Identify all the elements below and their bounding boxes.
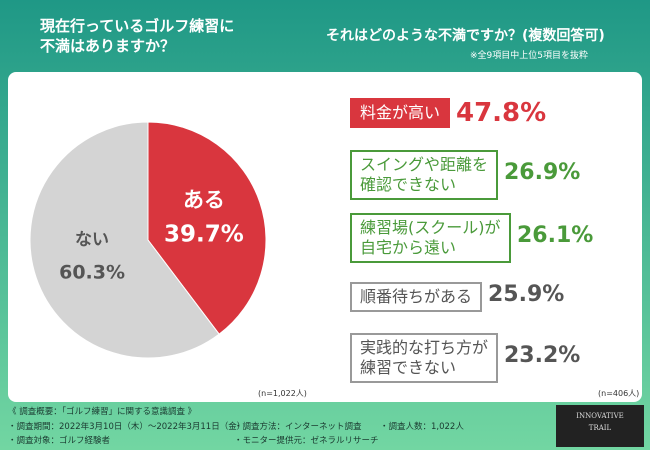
footer-line: ・調査期間：2022年3月10日（木）～2022年3月11日（金） bbox=[8, 422, 246, 432]
footer-line: ・調査方法：インターネット調査 bbox=[234, 422, 362, 432]
ranking-item: 実践的な打ち方が 練習できない bbox=[350, 333, 499, 383]
left-title: 現在行っているゴルフ練習に 不満はありますか？ bbox=[40, 17, 235, 55]
ranking-value: 26.1% bbox=[517, 223, 594, 248]
ranking-value: 26.9% bbox=[504, 160, 581, 185]
ranking-value: 47.8% bbox=[456, 98, 547, 128]
slice-value: 60.3% bbox=[59, 261, 125, 283]
footer-line: 《 調査概要：「ゴルフ練習」に関する意識調査 》 bbox=[8, 407, 197, 417]
right-title: それはどのような不満ですか？(複数回答可) bbox=[326, 28, 605, 44]
logo: INNOVATIVE TRAIL bbox=[576, 412, 624, 432]
pie-slice bbox=[147, 121, 267, 335]
pie-slice bbox=[29, 121, 220, 359]
ranking-item: 練習場(スクール)が 自宅から遠い bbox=[350, 213, 511, 263]
ranking-item: 順番待ちがある bbox=[350, 282, 483, 312]
slice-label: ない bbox=[75, 230, 109, 250]
ranking-note: (n=406人) bbox=[598, 389, 640, 398]
ranking-value: 23.2% bbox=[504, 343, 581, 368]
slice-label: ある bbox=[183, 188, 225, 212]
slice-value: 39.7% bbox=[164, 222, 244, 248]
pie-note: (n=1,022人) bbox=[258, 389, 307, 398]
right-note: ※全9項目中上位5項目を抜粋 bbox=[470, 51, 588, 61]
ranking-value: 25.9% bbox=[488, 282, 565, 307]
footer-line: ・調査対象：ゴルフ経験者 bbox=[8, 436, 111, 446]
ranking-item: スイングや距離を 確認できない bbox=[350, 150, 499, 200]
footer-line: ・モニター提供元：ゼネラルリサーチ bbox=[234, 436, 379, 446]
logo-box bbox=[556, 405, 644, 447]
ranking-item: 料金が高い bbox=[350, 98, 451, 128]
footer-line: ・調査人数：1,022人 bbox=[380, 422, 464, 432]
